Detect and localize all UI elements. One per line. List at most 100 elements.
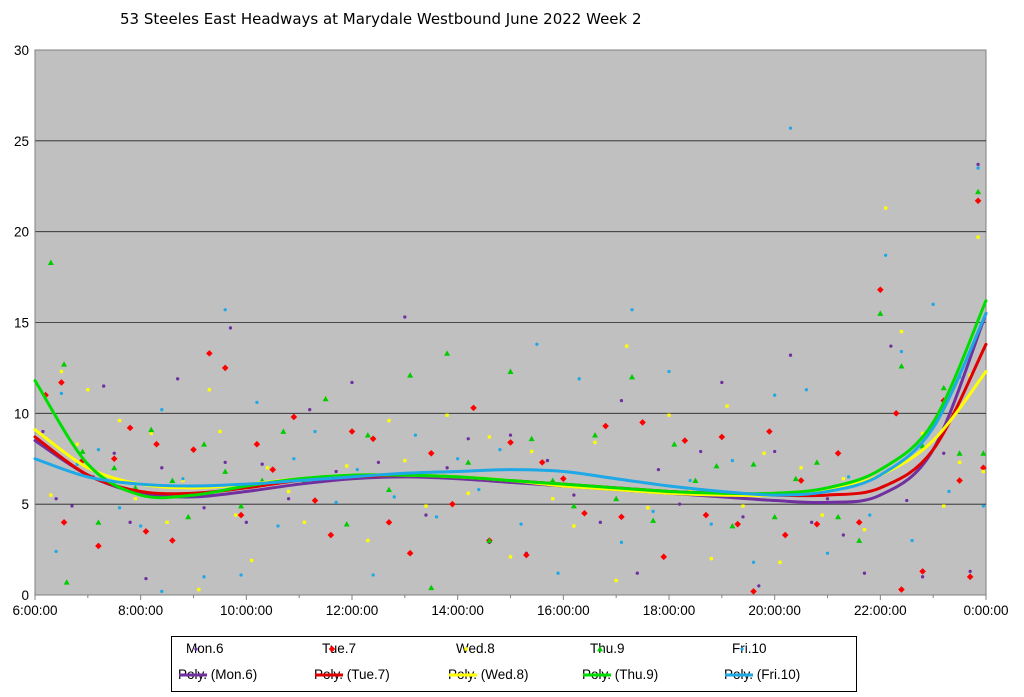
legend-swatch xyxy=(328,645,336,653)
point-tue-7 xyxy=(980,464,987,472)
point-fri-10 xyxy=(313,429,317,434)
point-fri-10 xyxy=(392,495,396,499)
point-wed-8 xyxy=(593,440,597,445)
point-mon-6 xyxy=(757,584,761,588)
point-mon-6 xyxy=(920,575,925,579)
point-tue-7 xyxy=(898,586,905,593)
point-tue-7 xyxy=(427,450,435,457)
point-fri-10 xyxy=(868,513,872,517)
point-wed-8 xyxy=(345,464,349,468)
point-wed-8 xyxy=(181,478,185,483)
legend-swatch xyxy=(315,673,343,677)
point-mon-6 xyxy=(228,326,233,330)
legend-swatch xyxy=(583,673,611,677)
point-wed-8 xyxy=(366,538,370,543)
point-mon-6 xyxy=(635,571,639,575)
point-thu-9 xyxy=(975,188,982,195)
x-tick-label: 22:00:00 xyxy=(854,603,907,618)
point-thu-9 xyxy=(750,461,757,467)
point-wed-8 xyxy=(49,493,53,497)
point-tue-7 xyxy=(507,439,514,446)
point-mon-6 xyxy=(445,466,449,470)
point-fri-10 xyxy=(54,549,58,554)
point-mon-6 xyxy=(244,520,248,524)
point-tue-7 xyxy=(750,588,757,595)
point-thu-9 xyxy=(692,477,699,483)
point-tue-7 xyxy=(60,519,68,526)
point-tue-7 xyxy=(110,455,118,463)
point-wed-8 xyxy=(799,466,803,470)
point-thu-9 xyxy=(280,428,287,434)
point-thu-9 xyxy=(61,361,68,367)
point-wed-8 xyxy=(920,431,925,435)
x-tick-label: 20:00:00 xyxy=(748,603,801,618)
point-thu-9 xyxy=(650,517,657,523)
point-thu-9 xyxy=(980,450,987,456)
point-tue-7 xyxy=(781,531,789,539)
point-thu-9 xyxy=(956,450,963,456)
point-wed-8 xyxy=(820,513,824,517)
point-wed-8 xyxy=(249,558,254,563)
point-tue-7 xyxy=(702,511,710,519)
point-mon-6 xyxy=(773,449,777,454)
point-tue-7 xyxy=(766,428,773,435)
point-wed-8 xyxy=(942,504,946,508)
legend-label: Thu.9 xyxy=(590,641,625,656)
point-wed-8 xyxy=(529,449,534,454)
legend-item-thu-9: Thu.9 xyxy=(590,641,625,656)
point-thu-9 xyxy=(771,513,778,520)
point-mon-6 xyxy=(350,380,354,385)
point-wed-8 xyxy=(725,404,729,408)
x-tick-label: 8:00:00 xyxy=(118,603,163,618)
point-thu-9 xyxy=(713,463,720,469)
point-thu-9 xyxy=(813,459,820,465)
axes: 0 5 10 15 20 25 30 6:00:00 8:00:00 10:00:00 12:00:… xyxy=(12,43,1008,618)
point-fri-10 xyxy=(751,560,756,564)
point-tue-7 xyxy=(311,497,319,504)
point-mon-6 xyxy=(112,451,116,455)
point-mon-6 xyxy=(334,469,338,474)
point-mon-6 xyxy=(54,497,58,501)
point-wed-8 xyxy=(841,477,845,481)
x-tick-label: 14:00:00 xyxy=(431,603,484,618)
point-fri-10 xyxy=(910,538,914,543)
point-mon-6 xyxy=(862,571,867,575)
point-thu-9 xyxy=(792,475,799,482)
point-tue-7 xyxy=(919,568,926,575)
point-thu-9 xyxy=(898,363,905,369)
point-wed-8 xyxy=(976,235,980,239)
point-mon-6 xyxy=(942,451,946,455)
point-mon-6 xyxy=(976,162,980,167)
point-tue-7 xyxy=(348,428,356,435)
point-tue-7 xyxy=(153,440,160,448)
legend-item-poly-tue-7: Poly. (Tue.7) xyxy=(314,667,390,682)
legend-swatch xyxy=(179,673,207,677)
trendline-poly-fri-10 xyxy=(33,311,988,497)
chart-title: 53 Steeles East Headways at Marydale Wes… xyxy=(120,10,642,28)
point-mon-6 xyxy=(545,458,550,463)
point-wed-8 xyxy=(762,451,766,455)
point-mon-6 xyxy=(741,515,745,519)
point-mon-6 xyxy=(968,569,972,574)
point-tue-7 xyxy=(855,519,863,526)
point-fri-10 xyxy=(160,589,164,594)
point-wed-8 xyxy=(614,578,618,583)
point-wed-8 xyxy=(86,388,90,392)
point-thu-9 xyxy=(63,579,70,585)
point-tue-7 xyxy=(734,520,741,528)
point-fri-10 xyxy=(355,468,359,472)
point-wed-8 xyxy=(741,504,745,508)
point-fri-10 xyxy=(477,487,481,492)
legend-label: Poly. (Tue.7) xyxy=(314,667,390,682)
legend-label: Mon.6 xyxy=(186,641,224,656)
point-tue-7 xyxy=(956,477,963,484)
y-tick-label: 5 xyxy=(21,497,29,512)
point-fri-10 xyxy=(709,522,713,526)
point-wed-8 xyxy=(286,489,291,494)
point-thu-9 xyxy=(322,395,329,402)
point-fri-10 xyxy=(239,573,243,577)
legend: Mon.6 Tue.7 Wed.8 Thu.9 Fri.10 Poly. (Mon.6) P… xyxy=(171,636,857,692)
point-mon-6 xyxy=(144,577,148,581)
point-tue-7 xyxy=(58,379,65,386)
point-mon-6 xyxy=(598,520,602,524)
